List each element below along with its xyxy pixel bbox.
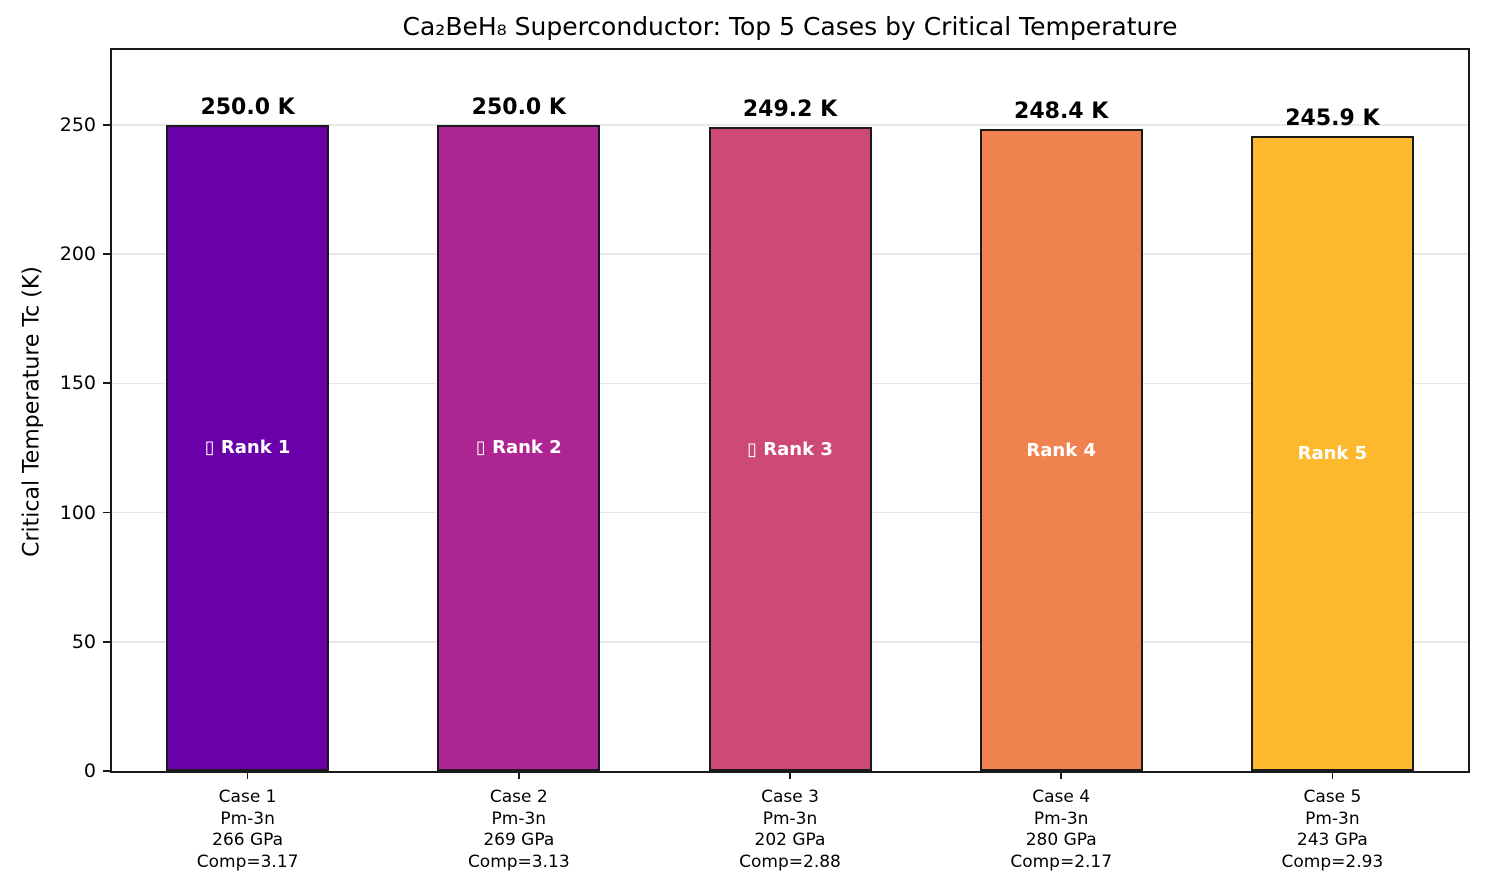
bar-rank-label: ▯ Rank 1: [204, 437, 291, 459]
y-tick-mark: [103, 770, 110, 772]
bar: ▯ Rank 1: [166, 124, 330, 771]
y-tick-label: 100: [59, 501, 96, 524]
bar: Rank 5: [1250, 135, 1414, 771]
bar-value-label: 248.4 K: [1014, 99, 1109, 125]
gridline: [112, 124, 1468, 126]
bar-value-label: 250.0 K: [200, 94, 295, 120]
y-tick-label: 50: [71, 630, 96, 653]
bar-value-label: 245.9 K: [1285, 105, 1380, 131]
bar-value-label: 250.0 K: [471, 94, 566, 120]
x-tick-mark: [246, 773, 249, 779]
bar-rank-label: ▯ Rank 3: [747, 438, 833, 460]
bar-rank-label: Rank 4: [1026, 439, 1096, 461]
y-tick-mark: [103, 511, 110, 514]
x-tick-label: Case 3 Pm-3n 202 GPa Comp=2.88: [739, 787, 841, 872]
x-tick-mark: [789, 773, 791, 779]
y-tick-label: 200: [59, 243, 96, 266]
y-tick-mark: [103, 640, 110, 643]
x-tick-label: Case 1 Pm-3n 266 GPa Comp=3.17: [196, 787, 299, 872]
x-tick-mark: [517, 773, 520, 779]
x-tick-mark: [1331, 773, 1334, 779]
y-tick-mark: [103, 124, 110, 126]
y-tick-label: 250: [59, 113, 96, 136]
x-tick-mark: [1060, 773, 1063, 779]
bar: ▯ Rank 3: [708, 127, 872, 771]
bar-rank-label: ▯ Rank 2: [475, 437, 562, 459]
bar-value-label: 249.2 K: [742, 97, 838, 122]
y-tick-mark: [103, 382, 110, 385]
x-tick-label: Case 5 Pm-3n 243 GPa Comp=2.93: [1281, 787, 1384, 872]
y-tick-label: 0: [83, 760, 96, 782]
bar: ▯ Rank 2: [437, 124, 601, 771]
y-tick-label: 150: [59, 372, 96, 395]
x-tick-label: Case 4 Pm-3n 280 GPa Comp=2.17: [1010, 787, 1113, 872]
bar-rank-label: Rank 5: [1297, 442, 1368, 464]
plot-area: ▯ Rank 1 ▯ Rank 2 ▯ Rank 3 Rank 4 Rank 5: [110, 48, 1470, 773]
chart-title: Ca₂BeH₈ Superconductor: Top 5 Cases by C…: [402, 12, 1178, 41]
x-tick-label: Case 2 Pm-3n 269 GPa Comp=3.13: [467, 787, 570, 872]
bar: Rank 4: [979, 129, 1143, 771]
y-tick-mark: [103, 253, 110, 256]
